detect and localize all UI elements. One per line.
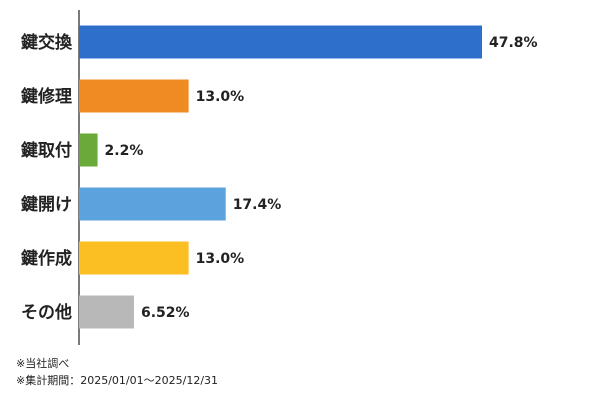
value-labels: 47.8% 13.0% 2.2% 17.4% 13.0% 6.52% <box>105 35 538 321</box>
source-note: ※当社調べ <box>16 357 70 370</box>
bar-6 <box>79 295 134 329</box>
category-label-5: 鍵作成 <box>21 248 72 269</box>
bars-group <box>79 25 482 329</box>
bar-2 <box>79 79 189 113</box>
bar-4 <box>79 187 226 221</box>
value-label-2: 13.0% <box>196 89 245 105</box>
bar-5 <box>79 241 189 275</box>
category-label-3: 鍵取付 <box>21 140 72 161</box>
bar-3 <box>79 133 98 167</box>
category-label-6: その他 <box>21 302 72 323</box>
value-label-1: 47.8% <box>489 35 538 51</box>
value-label-4: 17.4% <box>233 197 282 213</box>
category-label-4: 鍵開け <box>21 194 72 215</box>
period-note: ※集計期間：2025/01/01～2025/12/31 <box>16 374 219 387</box>
bar-1 <box>79 25 482 59</box>
category-label-2: 鍵修理 <box>21 86 72 107</box>
category-label-1: 鍵交換 <box>21 32 73 53</box>
value-label-5: 13.0% <box>196 251 245 267</box>
value-label-3: 2.2% <box>105 143 144 159</box>
value-label-6: 6.52% <box>141 305 190 321</box>
